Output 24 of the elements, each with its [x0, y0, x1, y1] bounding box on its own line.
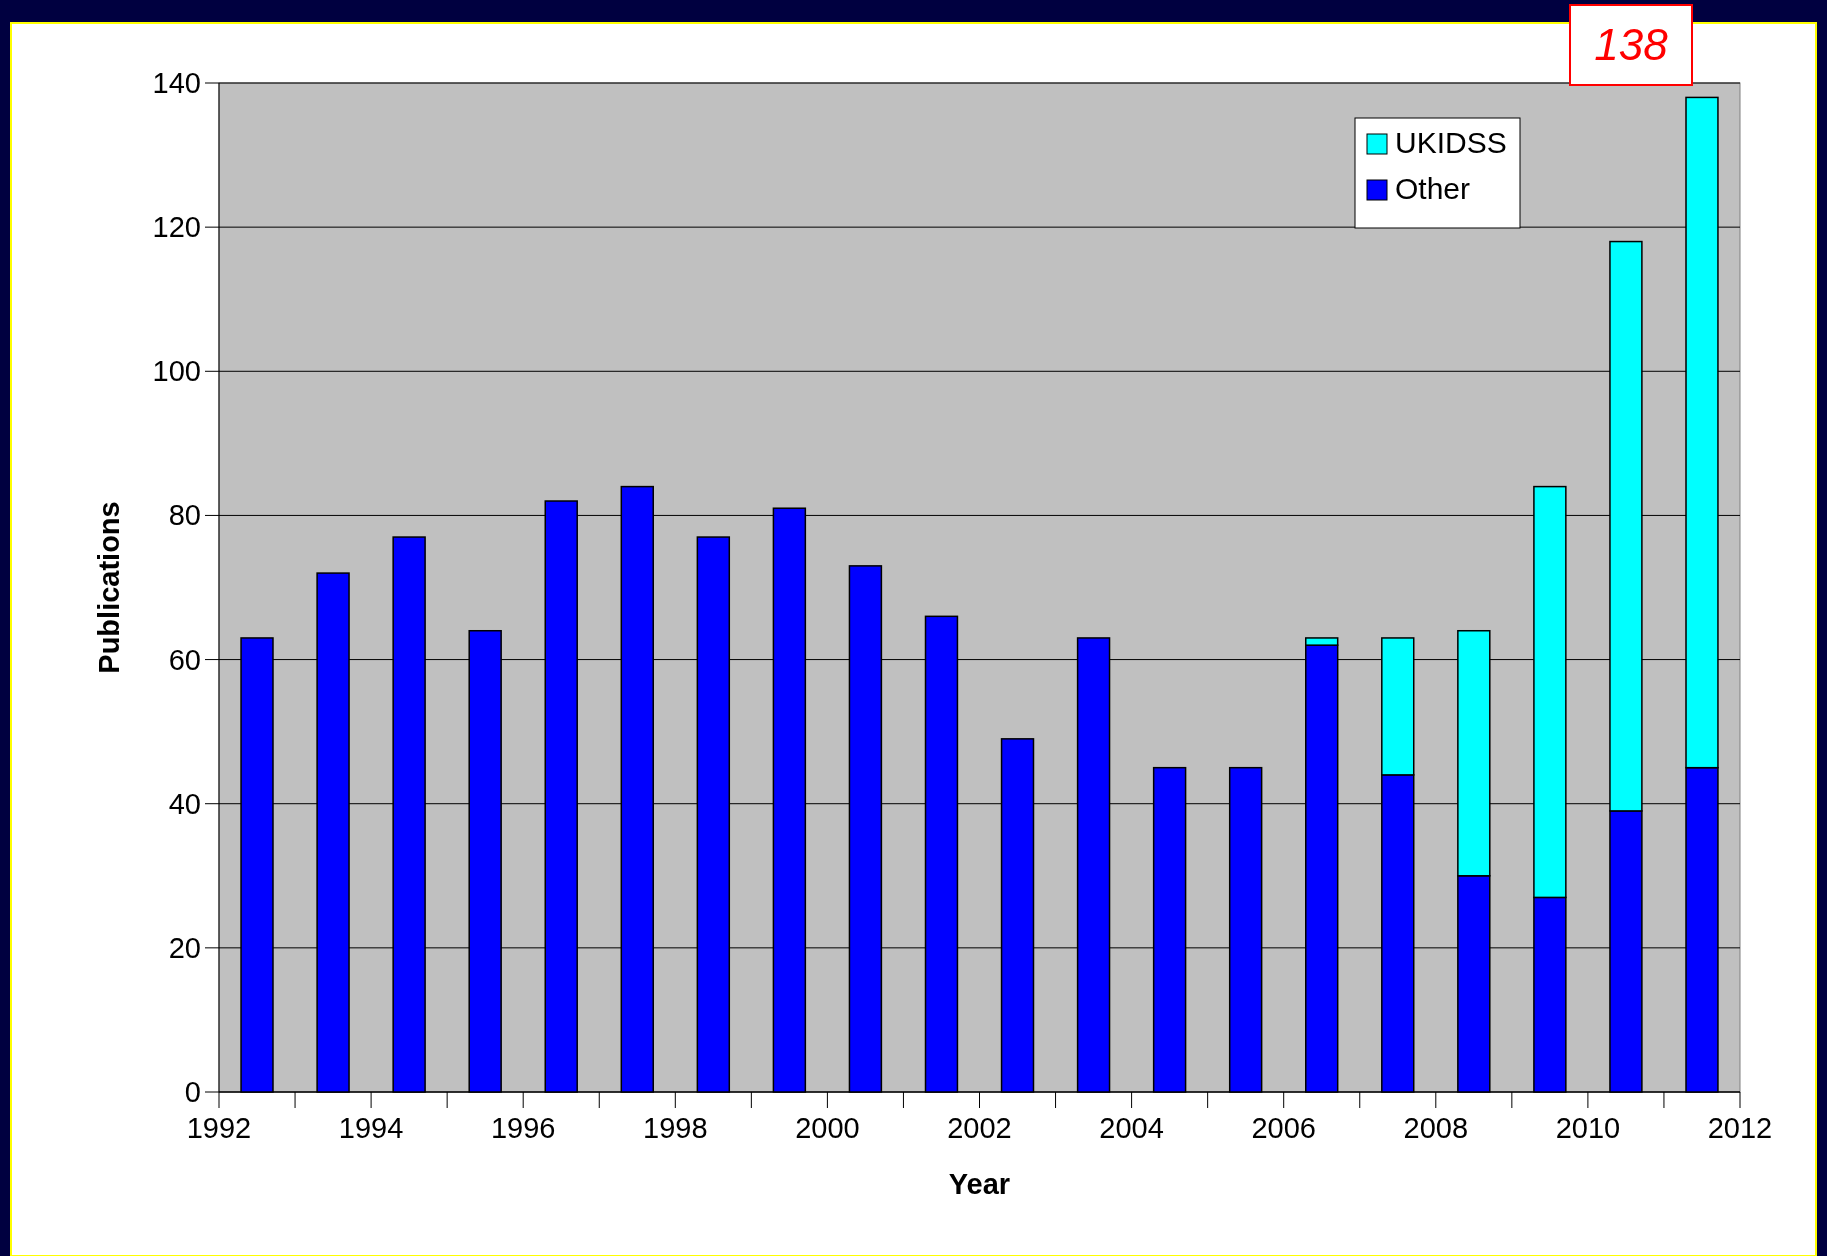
y-tick-label: 60: [168, 643, 201, 676]
x-tick-label: 1998: [643, 1112, 708, 1144]
x-tick-label: 2010: [1555, 1112, 1621, 1144]
y-tick-label: 120: [152, 211, 201, 244]
y-tick-label: 40: [168, 787, 201, 820]
y-tick-label: 80: [168, 499, 201, 532]
x-tick-label: 2012: [1707, 1112, 1773, 1144]
x-tick-label: 2000: [795, 1112, 860, 1144]
y-tick-label: 0: [184, 1076, 201, 1108]
text: 138: [1594, 20, 1669, 69]
legend-label: Other: [1395, 172, 1471, 205]
x-tick-label: 2004: [1099, 1112, 1164, 1144]
x-tick-label: 1996: [490, 1112, 556, 1144]
x-tick-label: 2002: [947, 1112, 1012, 1144]
x-tick-label: 1994: [338, 1112, 404, 1144]
x-tick-label: 2006: [1251, 1112, 1316, 1144]
legend-label: UKIDSS: [1395, 126, 1507, 159]
y-tick-label: 140: [152, 67, 201, 99]
y-tick-label: 20: [168, 931, 201, 964]
x-tick-label: 2008: [1403, 1112, 1469, 1144]
x-tick-label: 1992: [186, 1112, 252, 1144]
y-tick-label: 100: [152, 355, 201, 388]
y-axis-title: Publications: [93, 501, 125, 674]
x-axis-title: Year: [948, 1168, 1011, 1200]
